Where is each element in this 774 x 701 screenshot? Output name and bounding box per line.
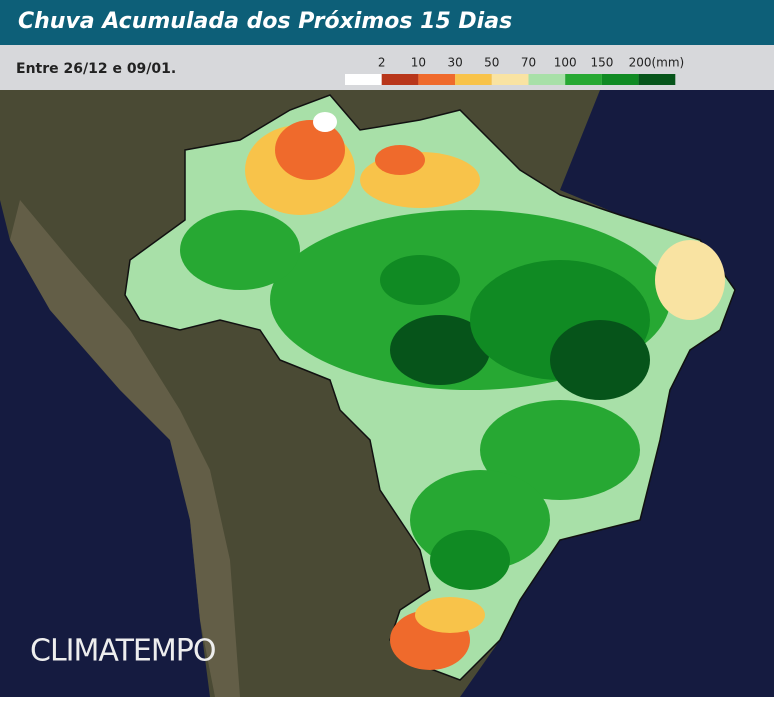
legend-label: 200(mm) — [629, 56, 685, 70]
legend-swatch — [455, 74, 492, 85]
legend-label: 10 — [411, 56, 426, 70]
brand: CLIMATEMPO — [30, 634, 215, 669]
legend-swatch — [601, 74, 639, 85]
legend-label: 50 — [484, 56, 499, 70]
legend-swatch — [491, 74, 529, 85]
rain-areas — [180, 112, 725, 670]
subtitle: Entre 26/12 e 09/01. — [16, 61, 176, 77]
legend-swatch — [565, 74, 602, 85]
legend: 2 10 30 50 70 100 150 200(mm) — [345, 56, 685, 85]
legend-swatch — [638, 74, 676, 85]
header-bar — [0, 0, 774, 45]
legend-swatch — [418, 74, 456, 85]
legend-label: 150 — [590, 56, 613, 70]
legend-swatch — [528, 74, 566, 85]
legend-swatch — [345, 74, 382, 85]
legend-label: 100 — [554, 56, 577, 70]
legend-swatch — [381, 74, 419, 85]
legend-label: 2 — [378, 56, 386, 70]
title: Chuva Acumulada dos Próximos 15 Dias — [18, 9, 512, 34]
andes — [10, 200, 240, 697]
legend-label: 70 — [521, 56, 536, 70]
legend-label: 30 — [447, 56, 462, 70]
